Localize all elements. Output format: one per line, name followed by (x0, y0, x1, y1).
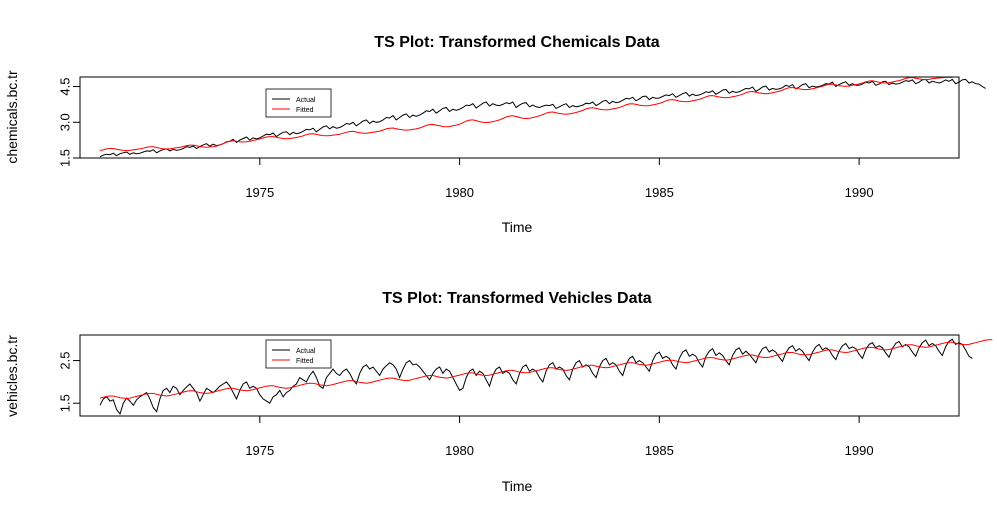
legend-box (265, 88, 332, 118)
x-tick-label: 1975 (245, 443, 274, 458)
y-tick-label: 3.0 (58, 113, 73, 131)
x-tick-label: 1985 (645, 443, 674, 458)
series-line-actual (99, 338, 973, 415)
x-tick-label: 1990 (845, 185, 874, 200)
y-tick-label: 1.5 (58, 149, 73, 167)
chart-title: TS Plot: Transformed Chemicals Data (374, 34, 660, 51)
y-axis-label: chemicals.bc.tr (4, 70, 20, 164)
series-line-actual (99, 78, 986, 158)
x-tick-label: 1975 (245, 185, 274, 200)
x-axis: 1975 1980 1985 1990 (245, 415, 874, 458)
x-axis: 1975 1980 1985 1990 (245, 157, 874, 200)
chart-title: TS Plot: Transformed Vehicles Data (382, 290, 652, 307)
y-tick-label: 1.5 (58, 394, 73, 412)
y-axis-label: vehicles.bc.tr (4, 335, 20, 417)
y-tick-label: 4.5 (58, 77, 73, 95)
y-tick-label: 2.5 (58, 352, 73, 370)
x-tick-label: 1980 (445, 185, 474, 200)
legend: Actual Fitted (265, 88, 332, 118)
series-line-fitted (99, 76, 953, 152)
series-layer (99, 76, 986, 158)
x-axis-label: Time (502, 219, 533, 235)
x-tick-label: 1990 (845, 443, 874, 458)
x-axis-label: Time (502, 478, 533, 494)
chemicals-panel: TS Plot: Transformed Chemicals Data Time… (4, 34, 986, 235)
legend: Actual Fitted (265, 339, 332, 369)
y-axis: 1.5 2.5 (58, 352, 81, 412)
legend-label-fitted: Fitted (296, 107, 314, 114)
series-layer (99, 338, 993, 415)
vehicles-panel: TS Plot: Transformed Vehicles Data Time … (4, 290, 993, 494)
legend-box (265, 339, 332, 369)
plot-frame (79, 334, 960, 417)
legend-label-actual: Actual (296, 97, 316, 104)
series-line-fitted (99, 339, 993, 400)
x-tick-label: 1980 (445, 443, 474, 458)
x-tick-label: 1985 (645, 185, 674, 200)
y-axis: 1.5 3.0 4.5 (58, 77, 81, 167)
legend-label-actual: Actual (296, 348, 316, 355)
legend-label-fitted: Fitted (296, 358, 314, 365)
